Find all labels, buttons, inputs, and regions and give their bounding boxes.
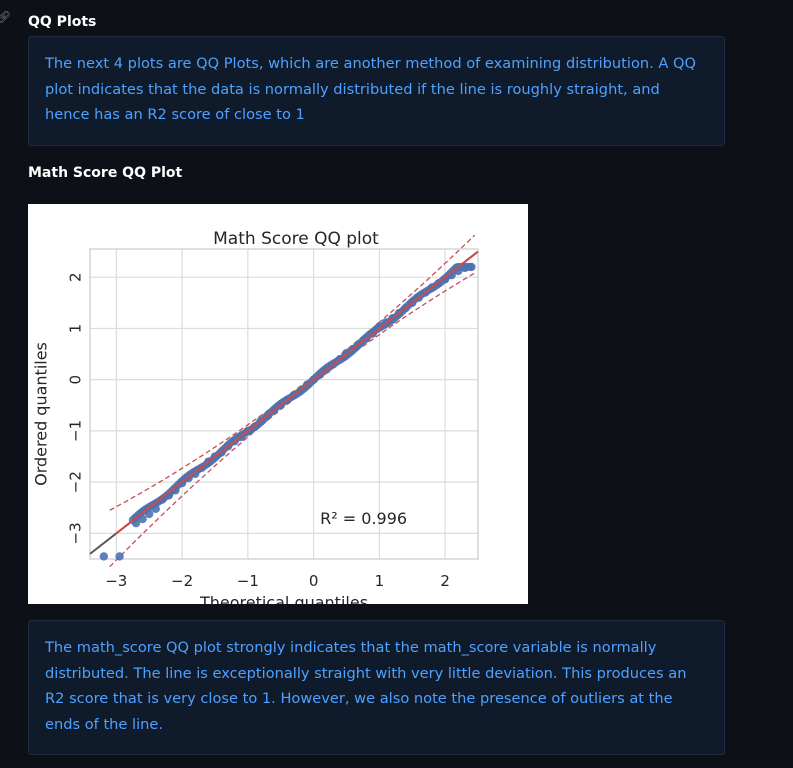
qq-point xyxy=(99,552,109,561)
y-tick-label: −2 xyxy=(67,471,85,493)
qq-intro-text: The next 4 plots are QQ Plots, which are… xyxy=(45,55,696,123)
tick-labels: −3 −2 −1 0 1 2 −3 −2 −1 0 1 2 xyxy=(67,272,450,590)
chart-title: Math Score QQ plot xyxy=(213,229,379,249)
qq-point xyxy=(466,262,475,271)
band-upper xyxy=(109,234,476,511)
y-axis-label: Ordered quantiles xyxy=(32,342,51,486)
r-squared-annotation: R² = 0.996 xyxy=(320,509,407,528)
fit-line xyxy=(89,250,479,555)
x-tick-label: 2 xyxy=(440,572,450,590)
y-tick-label: 0 xyxy=(67,375,85,385)
band-lower xyxy=(109,272,476,568)
fit-line-segment xyxy=(115,250,479,535)
x-tick-label: 0 xyxy=(309,572,319,590)
y-tick-label: 1 xyxy=(67,324,85,334)
section-heading-qq-plots: QQ Plots xyxy=(28,14,97,30)
math-note-text: The math_score QQ plot strongly indicate… xyxy=(45,639,687,733)
reference-line-tail xyxy=(89,532,117,555)
x-tick-label: −3 xyxy=(105,572,127,590)
math-score-heading: Math Score QQ Plot xyxy=(28,165,183,181)
x-tick-label: 1 xyxy=(375,572,385,590)
y-tick-label: −3 xyxy=(67,522,85,544)
anchor-link-icon[interactable]: 🔗︎ xyxy=(0,10,12,24)
y-tick-label: 2 xyxy=(67,272,85,282)
qq-point xyxy=(115,552,124,561)
qq-plot-svg: −3 −2 −1 0 1 2 −3 −2 −1 0 1 2 Math Score QQ plot Th… xyxy=(32,229,479,604)
x-axis-label: Theoretical quantiles xyxy=(199,593,368,604)
math-score-qq-plot: −3 −2 −1 0 1 2 −3 −2 −1 0 1 2 Math Score QQ plot Th… xyxy=(28,204,528,604)
plot-grid xyxy=(90,249,478,559)
axes-frame xyxy=(89,248,479,560)
y-tick-label: −1 xyxy=(67,420,85,442)
x-tick-label: −1 xyxy=(237,572,259,590)
qq-intro-callout: The next 4 plots are QQ Plots, which are… xyxy=(28,36,725,146)
math-note-callout: The math_score QQ plot strongly indicate… xyxy=(28,620,725,755)
x-tick-label: −2 xyxy=(171,572,193,590)
